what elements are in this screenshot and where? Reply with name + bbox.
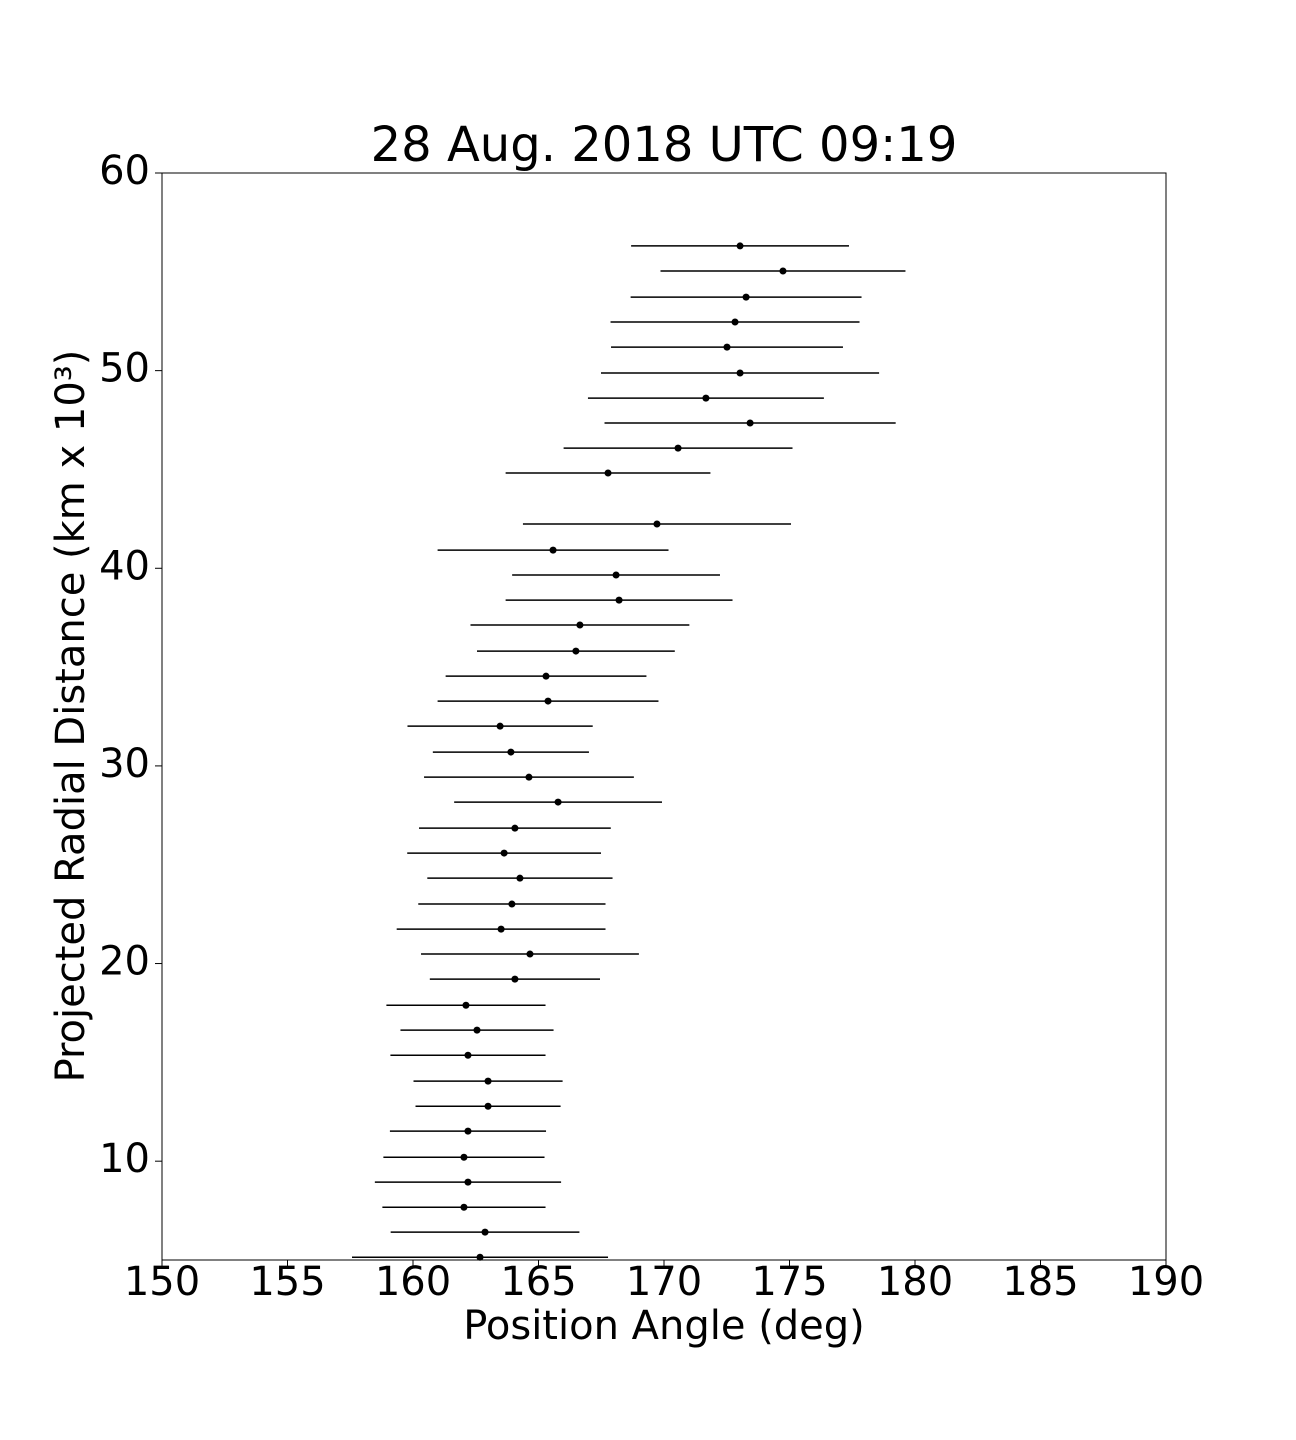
- data-point: [484, 1077, 492, 1085]
- data-point: [779, 267, 787, 275]
- data-point: [615, 596, 623, 604]
- data-point: [481, 1228, 489, 1236]
- data-point: [496, 722, 504, 730]
- y-tick-label: 10: [99, 1136, 150, 1182]
- data-point: [702, 394, 710, 402]
- x-tick-label: 150: [124, 1259, 200, 1305]
- data-point: [572, 647, 580, 655]
- data-point: [604, 469, 612, 477]
- data-point: [500, 849, 508, 857]
- data-point: [525, 773, 533, 781]
- data-point: [484, 1102, 492, 1110]
- x-tick-label: 170: [626, 1259, 702, 1305]
- y-tick-label: 20: [99, 939, 150, 985]
- data-point: [554, 798, 562, 806]
- y-tick-label: 50: [99, 346, 150, 392]
- data-point: [508, 900, 516, 908]
- data-point: [736, 369, 744, 377]
- data-point: [736, 242, 744, 250]
- data-point: [507, 748, 515, 756]
- data-point: [462, 1001, 470, 1009]
- data-point: [612, 571, 620, 579]
- data-point: [511, 975, 519, 983]
- data-point: [460, 1153, 468, 1161]
- data-point: [674, 444, 682, 452]
- y-tick-label: 30: [99, 741, 150, 787]
- data-point: [511, 824, 519, 832]
- x-tick-label: 165: [500, 1259, 576, 1305]
- data-point: [731, 318, 739, 326]
- plot-frame: [161, 172, 1167, 1261]
- data-point: [653, 520, 661, 528]
- data-point: [516, 874, 524, 882]
- x-tick-label: 155: [249, 1259, 325, 1305]
- data-point: [464, 1178, 472, 1186]
- y-tick-label: 40: [99, 543, 150, 589]
- y-tick-label: 60: [99, 148, 150, 194]
- data-point: [742, 293, 750, 301]
- data-point: [464, 1127, 472, 1135]
- x-tick-label: 180: [877, 1259, 953, 1305]
- x-tick-label: 160: [375, 1259, 451, 1305]
- data-point: [549, 546, 557, 554]
- x-axis-label: Position Angle (deg): [463, 1303, 865, 1349]
- data-point: [723, 343, 731, 351]
- data-point: [526, 950, 534, 958]
- data-point: [460, 1203, 468, 1211]
- chart-title: 28 Aug. 2018 UTC 09:19: [371, 117, 958, 173]
- data-point: [576, 621, 584, 629]
- data-point: [473, 1026, 481, 1034]
- x-tick-label: 175: [751, 1259, 827, 1305]
- data-point: [746, 419, 754, 427]
- data-point: [544, 697, 552, 705]
- x-tick-label: 185: [1002, 1259, 1078, 1305]
- data-point: [542, 672, 550, 680]
- y-axis-label: Projected Radial Distance (km x 10³): [48, 350, 94, 1083]
- data-point: [464, 1051, 472, 1059]
- x-tick-label: 190: [1128, 1259, 1204, 1305]
- data-point: [476, 1253, 484, 1261]
- data-point: [497, 925, 505, 933]
